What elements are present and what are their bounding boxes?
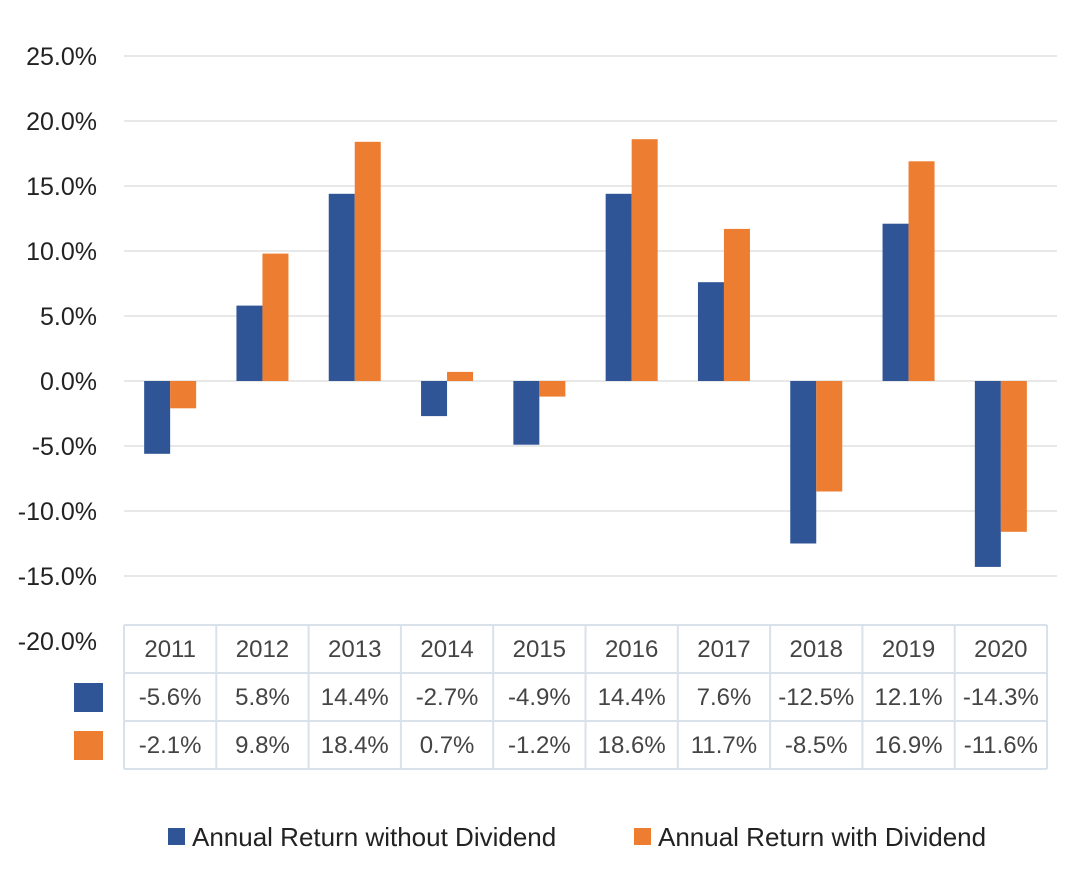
table-header-year: 2012 xyxy=(236,636,289,663)
table-value-cell: 12.1% xyxy=(875,684,943,711)
bar-without-dividend xyxy=(328,193,355,381)
table-value-cell: -11.6% xyxy=(964,732,1038,759)
table-value-cell: 0.7% xyxy=(420,732,475,759)
table-header-year: 2018 xyxy=(790,636,843,663)
table-value-cell: 9.8% xyxy=(235,732,290,759)
table-header-year: 2014 xyxy=(420,636,473,663)
bar-with-dividend xyxy=(539,381,566,397)
bar-without-dividend xyxy=(790,381,817,544)
y-tick-label: -10.0% xyxy=(18,498,97,526)
table-header-year: 2019 xyxy=(882,636,935,663)
bar-without-dividend xyxy=(144,381,171,454)
bar-without-dividend xyxy=(236,305,263,381)
bar-with-dividend xyxy=(354,141,381,381)
bar-without-dividend xyxy=(421,381,448,417)
bar-without-dividend xyxy=(605,193,632,381)
table-legend-key-without-dividend xyxy=(74,683,103,712)
table-value-cell: -14.3% xyxy=(963,684,1039,711)
table-header-year: 2016 xyxy=(605,636,658,663)
table-value-cell: -12.5% xyxy=(778,684,854,711)
table-value-cell: -5.6% xyxy=(139,684,202,711)
y-tick-label: -20.0% xyxy=(18,628,97,656)
bar-with-dividend xyxy=(816,381,843,492)
bar-with-dividend xyxy=(170,381,197,409)
y-tick-label: 15.0% xyxy=(26,173,97,201)
y-tick-label: 20.0% xyxy=(26,108,97,136)
table-header-year: 2020 xyxy=(974,636,1027,663)
table-header-year: 2013 xyxy=(328,636,381,663)
table-value-cell: -1.2% xyxy=(508,732,571,759)
table-header-year: 2011 xyxy=(144,636,196,663)
bar-with-dividend xyxy=(908,161,935,381)
table-value-cell: -4.9% xyxy=(508,684,571,711)
table-value-cell: 18.4% xyxy=(321,732,389,759)
table-value-cell: 16.9% xyxy=(875,732,943,759)
legend: Annual Return without Dividend Annual Ret… xyxy=(168,822,986,852)
bar-without-dividend xyxy=(974,381,1001,567)
y-tick-label: 5.0% xyxy=(40,303,97,331)
bar-without-dividend xyxy=(513,381,540,445)
table-value-cell: -2.7% xyxy=(416,684,479,711)
y-tick-label: -15.0% xyxy=(18,563,97,591)
table-value-cell: 7.6% xyxy=(697,684,752,711)
legend-label: Annual Return without Dividend xyxy=(192,822,556,852)
table-value-cell: 11.7% xyxy=(691,732,757,759)
table-header-year: 2015 xyxy=(513,636,566,663)
table-value-cell: 18.6% xyxy=(598,732,666,759)
bar-without-dividend xyxy=(697,282,724,381)
y-tick-label: 25.0% xyxy=(26,43,97,71)
y-tick-label: -5.0% xyxy=(32,433,97,461)
bar-with-dividend xyxy=(1000,381,1027,532)
data-table: 2011 2012 2013 2014 2015 2016 2017 2018 2019 2020… xyxy=(74,624,1048,770)
y-axis: 25.0% 20.0% 15.0% 10.0% 5.0% 0.0% -5.0% -10.0% -… xyxy=(18,43,97,656)
table-header-year: 2017 xyxy=(697,636,750,663)
bar-with-dividend xyxy=(723,228,750,381)
y-tick-label: 0.0% xyxy=(40,368,97,396)
bar-without-dividend xyxy=(882,223,909,381)
table-value-cell: 14.4% xyxy=(321,684,389,711)
bar-with-dividend xyxy=(631,139,658,381)
table-value-cell: 5.8% xyxy=(235,684,290,711)
bars xyxy=(144,139,1027,567)
table-value-cell: 14.4% xyxy=(598,684,666,711)
bar-with-dividend xyxy=(447,371,474,381)
y-tick-label: 10.0% xyxy=(26,238,97,266)
table-legend-key-with-dividend xyxy=(74,731,103,760)
legend-swatch-with-dividend xyxy=(634,828,651,845)
table-value-cell: -8.5% xyxy=(785,732,848,759)
legend-swatch-without-dividend xyxy=(168,828,185,845)
table-value-cell: -2.1% xyxy=(139,732,202,759)
bar-with-dividend xyxy=(262,253,289,381)
legend-label: Annual Return with Dividend xyxy=(658,822,986,852)
